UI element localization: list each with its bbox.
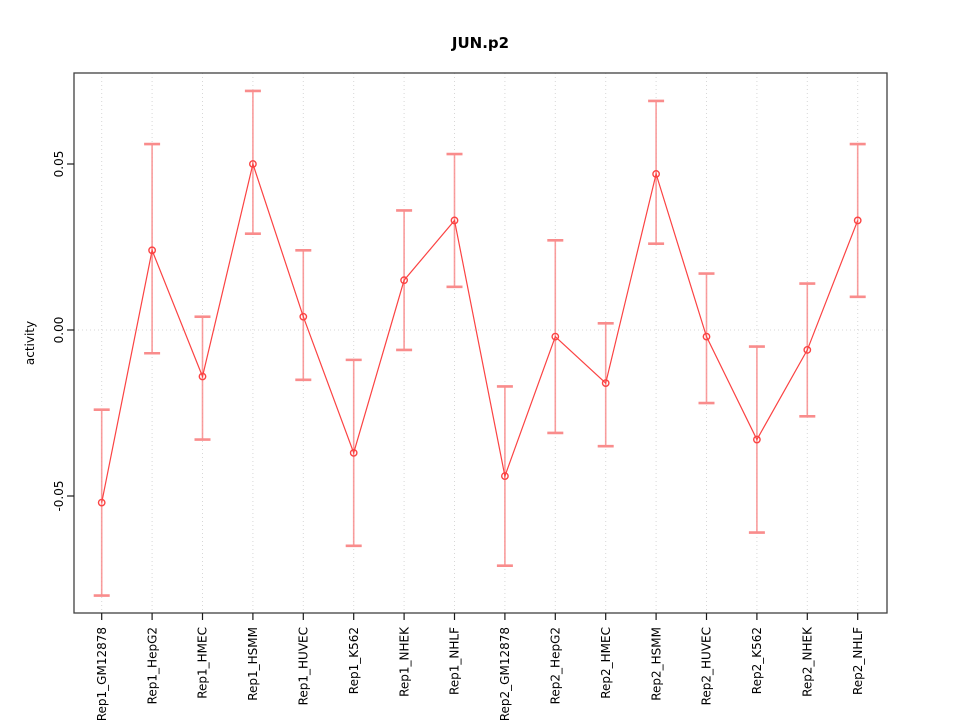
x-tick-label: Rep1_HMEC [196,627,210,699]
data-point [349,448,358,457]
plot-frame [73,72,888,614]
data-point [753,435,761,444]
data-point [601,379,610,388]
data-point [652,170,660,178]
y-tick-label: -0.05 [52,480,66,511]
data-point [400,276,408,285]
data-point [803,346,812,354]
data-point [551,332,560,341]
series-line [101,161,859,503]
x-tick-label: Rep2_HUVEC [700,627,714,705]
data-point [299,312,308,321]
x-tick-label: Rep1_NHEK [397,626,411,697]
x-tick-label: Rep2_GM12878 [498,627,512,720]
data-point [97,498,106,507]
x-tick-label: Rep2_NHEK [801,626,815,697]
x-tick-label: Rep2_HMEC [599,627,613,699]
y-tick-label: 0.00 [52,317,66,344]
x-tick-label: Rep2_K562 [750,627,764,694]
x-tick-label: Rep1_HSMM [246,627,260,701]
data-point [702,332,711,341]
data-point [500,472,509,480]
data-point [853,216,862,225]
x-tick-label: Rep2_HepG2 [549,627,563,704]
x-tick-label: Rep1_HepG2 [145,627,159,704]
x-tick-label: Rep2_NHLF [851,627,865,695]
y-axis-label: activity [23,320,37,366]
x-tick-label: Rep1_NHLF [448,627,462,695]
data-point [148,246,157,255]
x-tick-label: Rep1_GM12878 [95,627,109,720]
y-tick-label: 0.05 [52,151,66,178]
data-point [198,372,207,381]
data-point [450,216,459,225]
data-point [248,160,257,168]
x-tick-label: Rep1_K562 [347,627,361,694]
x-tick-label: Rep1_HUVEC [297,627,311,705]
chart-title: JUN.p2 [451,34,510,52]
x-tick-label: Rep2_HSMM [649,627,663,701]
